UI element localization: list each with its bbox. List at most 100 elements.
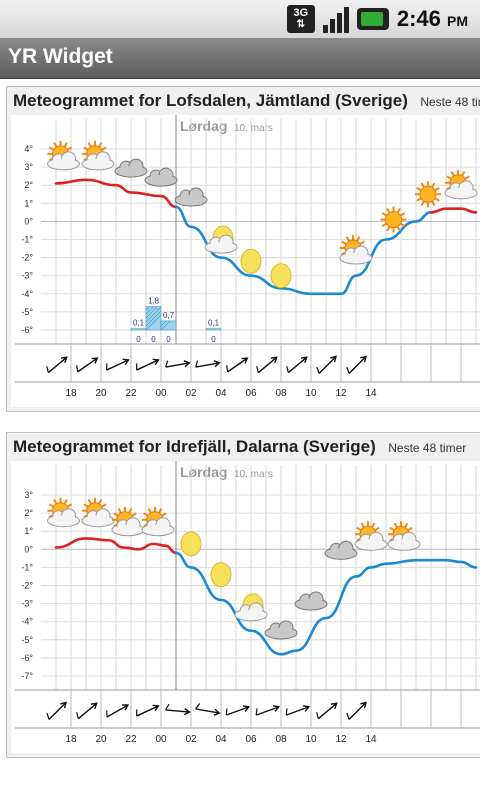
precipitation-min-label: 0 <box>166 335 171 344</box>
sun-ray <box>83 503 89 508</box>
wind-barb <box>256 366 259 373</box>
y-tick-label: -1° <box>21 235 33 245</box>
day-label: Lørdag <box>180 464 227 480</box>
cloud-fill <box>296 598 326 609</box>
sun-disc <box>419 185 437 203</box>
sun-cloud-icon <box>81 140 115 171</box>
sun-cloud-icon <box>339 234 373 265</box>
cloud-fill <box>446 187 476 198</box>
x-tick-label: 02 <box>185 388 197 399</box>
cloud-fill <box>83 515 113 526</box>
cloud-fill <box>176 195 206 206</box>
x-tick-label: 10 <box>305 388 317 399</box>
sun-ray <box>53 498 58 505</box>
wind-arrow-icon <box>165 703 191 716</box>
app-title-bar: YR Widget <box>0 38 480 79</box>
precipitation-hatch <box>160 320 171 331</box>
precipitation-hatch <box>145 306 158 319</box>
wind-arrow-head <box>91 357 99 364</box>
moon-icon <box>270 263 292 289</box>
sun-cloud-icon <box>81 497 115 528</box>
wind-arrow-head <box>60 701 67 709</box>
wind-barb <box>136 709 138 717</box>
temperature-curve <box>429 207 478 214</box>
sun-icon <box>415 181 441 208</box>
sun-ray <box>381 222 388 227</box>
sun-ray <box>386 207 391 214</box>
wind-arrow-head <box>152 704 160 712</box>
y-tick-label: -2° <box>21 581 33 591</box>
sun-ray <box>386 226 391 232</box>
wind-barb <box>76 712 79 719</box>
cloud-fill <box>113 524 143 535</box>
wind-arrow-head <box>272 705 281 712</box>
wind-arrow-icon <box>165 360 191 368</box>
wind-arrow-head <box>242 705 251 712</box>
x-tick-label: 00 <box>155 734 167 745</box>
sun-ray <box>416 197 422 202</box>
sun-ray <box>131 512 137 517</box>
sun-ray <box>399 222 406 227</box>
x-tick-label: 22 <box>125 734 137 745</box>
cloud-icon <box>264 620 298 640</box>
wind-barb <box>46 366 49 373</box>
meteogram-panel-idrefjall[interactable]: Meteogrammet for Idrefjäll, Dalarna (Sve… <box>6 432 480 758</box>
y-tick-label: 2° <box>24 508 33 518</box>
precipitation-bar <box>205 328 222 331</box>
sun-ray <box>393 522 398 528</box>
wind-arrow-shaft <box>255 706 280 716</box>
sun-icon <box>380 206 407 233</box>
cloud-fill <box>48 515 79 526</box>
sun-ray <box>461 171 466 177</box>
panel-title: Meteogrammet for Lofsdalen, Jämtland (Sv… <box>13 91 480 111</box>
sun-ray <box>381 212 388 217</box>
wind-arrow-head <box>183 708 191 716</box>
sun-ray <box>98 142 103 148</box>
sun-ray <box>446 175 452 180</box>
wind-barb <box>285 708 288 716</box>
wind-arrow-shaft <box>348 356 367 374</box>
x-tick-label: 14 <box>365 388 377 399</box>
wind-arrow-shaft <box>106 359 129 371</box>
sun-cloud-icon <box>387 521 421 551</box>
wind-barb <box>226 365 229 372</box>
x-tick-label: 06 <box>245 388 257 399</box>
wind-arrow-shaft <box>47 356 68 374</box>
precipitation-value-label: 0,1 <box>133 319 145 328</box>
wind-barb <box>136 363 138 371</box>
sun-ray <box>83 146 89 151</box>
cloud-icon <box>294 591 328 611</box>
precipitation-hatch <box>160 320 167 327</box>
y-tick-label: -2° <box>21 253 33 263</box>
x-tick-label: 02 <box>185 734 197 745</box>
y-tick-label: -4° <box>21 289 33 299</box>
wind-arrow-icon <box>136 704 160 717</box>
wind-arrow-head <box>152 358 160 366</box>
y-tick-label: 3° <box>24 490 33 500</box>
meteogram-panel-lofsdalen[interactable]: Meteogrammet for Lofsdalen, Jämtland (Sv… <box>6 86 480 412</box>
cloud-fill <box>389 539 419 550</box>
sun-ray <box>360 522 365 528</box>
wind-arrow-icon <box>346 355 367 374</box>
sun-ray <box>434 186 440 192</box>
moon-cloud-icon <box>204 225 238 254</box>
y-tick-label: -6° <box>21 653 33 663</box>
wind-barb <box>106 363 108 371</box>
date-label: 10. mars <box>234 469 273 480</box>
wind-arrow-icon <box>76 357 99 373</box>
wind-arrow-shaft <box>136 359 159 371</box>
wind-arrow-head <box>270 356 278 364</box>
cloud-fill <box>83 158 113 169</box>
precipitation-hatch <box>145 310 162 327</box>
wind-arrow-icon <box>225 705 251 716</box>
wind-arrow-icon <box>136 358 160 371</box>
y-tick-label: 1° <box>24 526 33 536</box>
cloud-icon <box>174 187 208 207</box>
sun-ray <box>63 498 68 505</box>
wind-arrow-head <box>300 356 308 364</box>
wind-barb <box>316 366 320 374</box>
temperature-curve <box>174 551 478 656</box>
wind-arrow-icon <box>285 705 311 716</box>
date-label: 10. mars <box>234 123 273 134</box>
moon-cloud-icon <box>234 593 268 622</box>
